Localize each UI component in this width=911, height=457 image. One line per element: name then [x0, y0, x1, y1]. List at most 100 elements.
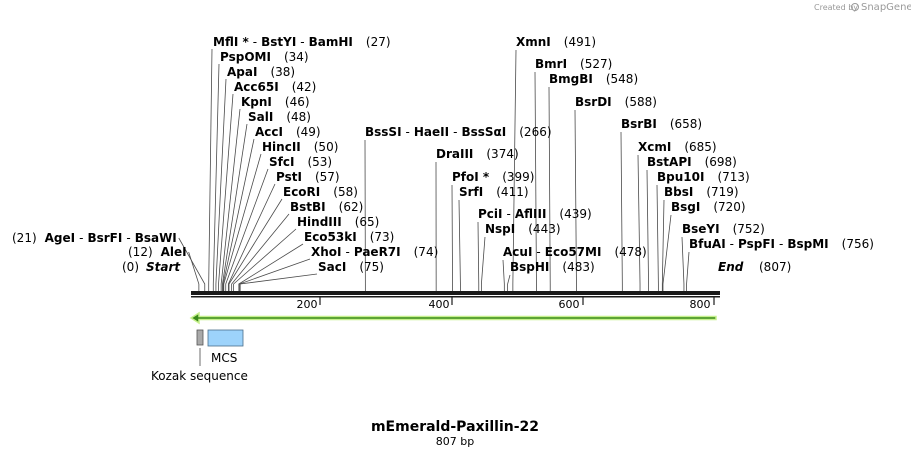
enzyme-name[interactable]: AccI — [255, 125, 283, 139]
enzyme-name[interactable]: BssSI — [365, 125, 402, 139]
restriction-site-left-6[interactable]: AccI (49) — [255, 125, 321, 139]
enzyme-name[interactable]: Eco57MI — [545, 245, 602, 259]
restriction-site-right-2[interactable]: PfoI * (399) — [452, 170, 534, 184]
credit-brand: SnapGene — [861, 2, 911, 13]
restriction-site-left-15[interactable]: SacI (75) — [318, 260, 384, 274]
restriction-site-left-3[interactable]: Acc65I (42) — [234, 80, 316, 94]
restriction-site-farleft-1[interactable]: (12) AleI — [128, 245, 187, 259]
enzyme-name[interactable]: Bpu10I — [657, 170, 704, 184]
restriction-site-left-13[interactable]: Eco53kI (73) — [304, 230, 394, 244]
enzyme-name[interactable]: BfuAI — [689, 237, 726, 251]
enzyme-name[interactable]: XmnI — [516, 35, 551, 49]
enzyme-name[interactable]: BmrI — [535, 57, 567, 71]
enzyme-name[interactable]: SfcI — [269, 155, 294, 169]
enzyme-name[interactable]: HindIII — [297, 215, 342, 229]
enzyme-name[interactable]: BsaWI — [135, 231, 177, 245]
enzyme-name[interactable]: PspFI — [738, 237, 775, 251]
restriction-site-right-3[interactable]: SrfI (411) — [459, 185, 529, 199]
restriction-site-right-8[interactable]: BmgBI (548) — [549, 72, 638, 86]
restriction-site-right-9[interactable]: AcuI - Eco57MI (478) — [503, 245, 647, 259]
kozak-feature[interactable] — [196, 329, 204, 346]
restriction-site-left-14[interactable]: XhoI - PaeR7I (74) — [311, 245, 438, 259]
restriction-site-left-11[interactable]: BstBI (62) — [290, 200, 363, 214]
enzyme-name[interactable]: HincII — [262, 140, 301, 154]
restriction-site-farleft-0[interactable]: (21) AgeI - BsrFI - BsaWI — [12, 231, 177, 245]
restriction-site-right-0[interactable]: BssSI - HaeII - BssSαI (266) — [365, 125, 552, 139]
restriction-site-left-0[interactable]: MflI * - BstYI - BamHI (27) — [213, 35, 391, 49]
enzyme-name[interactable]: XcmI — [638, 140, 671, 154]
enzyme-name[interactable]: BspMI — [787, 237, 828, 251]
enzyme-name[interactable]: BsrFI — [87, 231, 122, 245]
mcs-feature[interactable] — [207, 329, 244, 347]
restriction-site-left-8[interactable]: SfcI (53) — [269, 155, 332, 169]
enzyme-name[interactable]: BmgBI — [549, 72, 593, 86]
restriction-site-left-4[interactable]: KpnI (46) — [241, 95, 310, 109]
restriction-site-right-15[interactable]: Bpu10I (713) — [657, 170, 750, 184]
enzyme-name[interactable]: MflI * — [213, 35, 249, 49]
enzyme-name[interactable]: BbsI — [664, 185, 693, 199]
restriction-site-left-1[interactable]: PspOMI (34) — [220, 50, 309, 64]
cut-position: (713) — [717, 170, 749, 184]
enzyme-name[interactable]: BssSαI — [461, 125, 506, 139]
enzyme-name[interactable]: PaeR7I — [354, 245, 401, 259]
enzyme-name[interactable]: KpnI — [241, 95, 272, 109]
restriction-site-left-5[interactable]: SalI (48) — [248, 110, 311, 124]
enzyme-name[interactable]: PfoI * — [452, 170, 490, 184]
enzyme-name[interactable]: SacI — [318, 260, 346, 274]
enzyme-name[interactable]: BspHI — [510, 260, 549, 274]
enzyme-name[interactable]: AcuI — [503, 245, 532, 259]
enzyme-name[interactable]: SrfI — [459, 185, 483, 199]
restriction-site-right-16[interactable]: BbsI (719) — [664, 185, 739, 199]
restriction-site-left-12[interactable]: HindIII (65) — [297, 215, 379, 229]
enzyme-name[interactable]: XhoI — [311, 245, 342, 259]
enzyme-name[interactable]: BstAPI — [647, 155, 692, 169]
restriction-site-right-10[interactable]: BspHI (483) — [510, 260, 595, 274]
enzyme-name[interactable]: BstYI — [261, 35, 296, 49]
enzyme-name[interactable]: BamHI — [309, 35, 353, 49]
enzyme-name[interactable]: EcoRI — [283, 185, 320, 199]
restriction-site-left-9[interactable]: PstI (57) — [276, 170, 340, 184]
restriction-site-right-19[interactable]: BfuAI - PspFI - BspMI (756) — [689, 237, 874, 251]
restriction-site-right-18[interactable]: BseYI (752) — [682, 222, 765, 236]
enzyme-name[interactable]: DraIII — [436, 147, 473, 161]
restriction-site-right-14[interactable]: BstAPI (698) — [647, 155, 737, 169]
enzyme-name[interactable]: NspI — [485, 222, 515, 236]
mcs-label: MCS — [211, 351, 237, 365]
enzyme-name[interactable]: BsrDI — [575, 95, 612, 109]
enzyme-name[interactable]: Acc65I — [234, 80, 279, 94]
restriction-site-right-11[interactable]: BsrDI (588) — [575, 95, 657, 109]
orf-arrow-shape[interactable] — [189, 311, 717, 325]
enzyme-name[interactable]: SalI — [248, 110, 273, 124]
site-leader-line — [512, 49, 517, 291]
enzyme-name[interactable]: PciI — [478, 207, 503, 221]
enzyme-name[interactable]: PspOMI — [220, 50, 271, 64]
enzyme-name[interactable]: ApaI — [227, 65, 257, 79]
enzyme-name[interactable]: BseYI — [682, 222, 720, 236]
restriction-site-left-10[interactable]: EcoRI (58) — [283, 185, 358, 199]
enzyme-name[interactable]: PstI — [276, 170, 302, 184]
cut-position: (53) — [307, 155, 332, 169]
enzyme-name[interactable]: AleI — [161, 245, 187, 259]
orf-arrow[interactable] — [189, 311, 717, 325]
enzyme-name[interactable]: AgeI — [45, 231, 75, 245]
credit-text: Created by — [814, 3, 858, 12]
restriction-site-right-12[interactable]: BsrBI (658) — [621, 117, 702, 131]
restriction-site-left-2[interactable]: ApaI (38) — [227, 65, 295, 79]
restriction-site-right-6[interactable]: XmnI (491) — [516, 35, 596, 49]
enzyme-name[interactable]: BsrBI — [621, 117, 657, 131]
restriction-site-right-17[interactable]: BsgI (720) — [671, 200, 746, 214]
restriction-site-right-1[interactable]: DraIII (374) — [436, 147, 519, 161]
restriction-site-right-13[interactable]: XcmI (685) — [638, 140, 717, 154]
enzyme-name[interactable]: BsgI — [671, 200, 700, 214]
restriction-site-right-4[interactable]: PciI - AflIII (439) — [478, 207, 592, 221]
site-leader-line — [477, 221, 480, 291]
enzyme-name[interactable]: BstBI — [290, 200, 326, 214]
site-leader-line — [178, 237, 206, 291]
restriction-site-right-7[interactable]: BmrI (527) — [535, 57, 612, 71]
restriction-site-left-7[interactable]: HincII (50) — [262, 140, 338, 154]
enzyme-name[interactable]: Eco53kI — [304, 230, 357, 244]
ruler: 200 400 600 800 — [297, 297, 715, 311]
restriction-site-right-5[interactable]: NspI (443) — [485, 222, 561, 236]
enzyme-name[interactable]: AflIII — [515, 207, 547, 221]
enzyme-name[interactable]: HaeII — [414, 125, 449, 139]
